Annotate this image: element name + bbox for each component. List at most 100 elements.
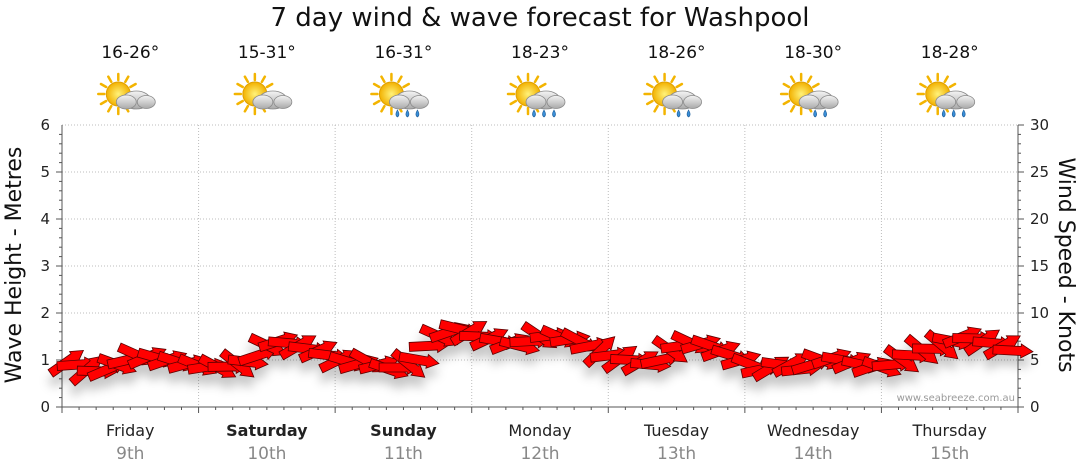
rain-drop [395,109,400,118]
cloud-puff [389,94,410,110]
rain-drop [813,109,817,118]
y2-tick-label: 0 [1030,398,1040,416]
day-label: Tuesday [643,421,709,440]
sun-ray [236,82,244,89]
cloud-puff [819,95,839,109]
sun-ray [782,82,791,89]
rain-drop [941,109,946,118]
rain-drop [961,109,966,118]
rain-drop [951,109,956,118]
sun-ray [107,75,113,84]
date-label: 12th [520,444,559,464]
rain-drop [532,109,536,118]
sun-ray [789,104,796,113]
day-label: Sunday [370,421,437,440]
showers-icon [779,72,839,118]
sun-ray [926,75,932,84]
showers-icon [370,72,429,118]
sun-ray [516,75,523,84]
sun-ray [372,82,381,89]
sun-ray [533,75,540,84]
date-label: 9th [116,444,144,464]
credit-text: www.seabreeze.com.au [897,393,1015,404]
sun-ray [380,104,386,113]
cloud-puff [252,94,274,110]
cloud-puff [273,95,293,109]
sun-ray [397,75,403,84]
sun-ray [402,82,410,89]
sun-ray [653,75,659,84]
rain-drop [415,109,420,118]
y2-tick-label: 10 [1030,304,1049,322]
date-label: 11th [384,444,423,464]
sun-ray [265,82,274,89]
sun-ray [919,82,927,89]
rain-drop [686,109,691,118]
sun-ray [243,104,250,113]
cloud-puff [136,95,156,109]
y-axis-title: Wave Height - Metres [2,147,27,384]
cloud-puff [956,95,976,109]
date-label: 13th [657,444,696,464]
date-label: 14th [794,444,833,464]
cloud-puff [115,94,137,110]
showers-icon [916,72,976,118]
rain-drop [405,109,410,118]
sun-ray [675,82,684,89]
temperature-label: 18-28° [921,43,979,63]
sun-ray [943,75,949,84]
day-label: Saturday [226,421,308,440]
partly-cloudy-icon [233,72,293,116]
day-label: Thursday [912,421,987,440]
sun-ray [782,99,791,106]
sun-ray [107,104,113,113]
y2-tick-label: 30 [1030,116,1049,134]
sun-ray [948,82,957,89]
sun-ray [99,99,108,106]
day-label: Monday [508,421,571,440]
rain-drop [823,109,827,118]
sun-ray [509,82,518,89]
rain-drop [552,109,556,118]
wind-arrow [771,353,810,378]
sun-ray [670,75,676,84]
day-label: Wednesday [767,421,860,440]
sun-ray [646,99,654,106]
sun-ray [372,99,381,106]
sun-ray [509,99,518,106]
partly-cloudy-icon [97,72,156,116]
sun-ray [243,75,250,84]
y-tick-label: 5 [40,163,50,181]
y-tick-label: 0 [40,398,50,416]
cloud-puff [662,94,683,110]
temperature-label: 18-26° [648,43,706,63]
rain-drop [676,109,681,118]
temperature-label: 18-23° [511,43,569,63]
sun-ray [653,104,659,113]
temperature-label: 18-30° [784,43,842,63]
sun-ray [260,75,267,84]
y2-tick-label: 15 [1030,257,1049,275]
y-tick-label: 6 [40,116,50,134]
sun-ray [919,99,927,106]
cloud-puff [683,95,702,109]
sun-ray [812,82,820,89]
y2-tick-label: 25 [1030,163,1049,181]
y-tick-label: 1 [40,351,50,369]
y-tick-label: 3 [40,257,50,275]
day-label: Friday [106,421,155,440]
sun-ray [646,82,654,89]
date-label: 15th [930,444,969,464]
sun-ray [516,104,523,113]
sun-ray [99,82,108,89]
y-tick-label: 2 [40,304,50,322]
sun-ray [926,104,932,113]
cloud-puff [935,94,957,110]
rain-drop [542,109,546,118]
cloud-puff [410,95,429,109]
sun-ray [538,82,547,89]
sun-ray [806,75,813,84]
temperature-label: 16-31° [374,43,432,63]
sun-ray [380,75,386,84]
wind-arrow [992,343,1034,359]
